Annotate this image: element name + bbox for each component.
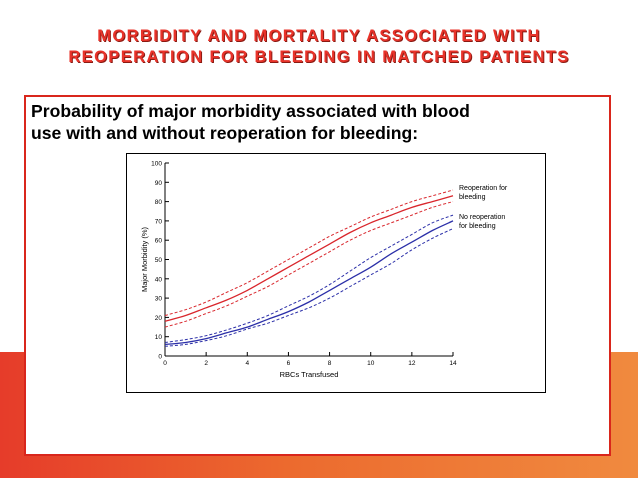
y-tick-label: 0: [158, 354, 162, 361]
x-tick-label: 14: [449, 360, 457, 367]
legend-reoperation-line-2: bleeding: [459, 194, 486, 201]
x-tick-label: 0: [163, 360, 167, 367]
slide-title-line-1: MORBIDITY AND MORTALITY ASSOCIATED WITH: [97, 27, 541, 45]
y-tick-label: 20: [155, 315, 163, 322]
y-tick-label: 60: [155, 238, 163, 245]
y-axis-label: Major Morbidity (%): [140, 226, 149, 292]
no-reoperation-lower-ci-line: [164, 228, 454, 347]
y-tick-label: 50: [155, 257, 163, 264]
no-reoperation-series-line: [164, 220, 454, 346]
heading-line-2: use with and without reoperation for ble…: [31, 123, 419, 143]
legend-reoperation-line-1: Reoperation for: [459, 185, 508, 192]
y-tick-label: 30: [155, 296, 163, 303]
morbidity-line-chart: 0 10 20 30 40 50 60 70 80 90 100 0 2 4 6 8 10 12 14 RBCs Tr…: [140, 161, 508, 380]
x-tick-label: 2: [204, 360, 208, 367]
chart-curves: [164, 189, 454, 347]
y-tick-label: 40: [155, 276, 163, 283]
y-tick-label: 100: [151, 161, 162, 168]
reoperation-series-line: [164, 195, 454, 322]
chart-frame: 0 10 20 30 40 50 60 70 80 90 100 0 2 4 6 8 10 12 14 RBCs Tr…: [126, 153, 546, 393]
x-tick-label: 10: [367, 360, 375, 367]
legend-no-reoperation-line-1: No reoperation: [459, 214, 505, 221]
y-tick-label: 70: [155, 218, 163, 225]
heading-line-1: Probability of major morbidity associate…: [31, 101, 470, 121]
content-box: Probability of major morbidity associate…: [24, 95, 611, 456]
legend-no-reoperation-line-2: for bleeding: [459, 223, 496, 230]
y-tick-label: 80: [155, 199, 163, 206]
chart-axes: 0 10 20 30 40 50 60 70 80 90 100 0 2 4 6 8 10 12 14 RBCs Tr…: [140, 161, 457, 380]
reoperation-upper-ci-line: [164, 189, 454, 316]
slide-title: MORBIDITY AND MORTALITY ASSOCIATED WITH …: [0, 26, 638, 68]
reoperation-lower-ci-line: [164, 201, 454, 328]
chart-description-heading: Probability of major morbidity associate…: [31, 100, 606, 144]
chart-legend: Reoperation for bleeding No reoperation for…: [459, 185, 508, 230]
x-tick-label: 8: [328, 360, 332, 367]
y-tick-label: 90: [155, 180, 163, 187]
no-reoperation-upper-ci-line: [164, 214, 454, 343]
y-tick-label: 10: [155, 334, 163, 341]
x-axis-label: RBCs Transfused: [280, 370, 339, 379]
slide-title-line-2: REOPERATION FOR BLEEDING IN MATCHED PATI…: [68, 48, 570, 66]
x-tick-label: 4: [245, 360, 249, 367]
x-tick-label: 12: [408, 360, 416, 367]
x-tick-label: 6: [287, 360, 291, 367]
